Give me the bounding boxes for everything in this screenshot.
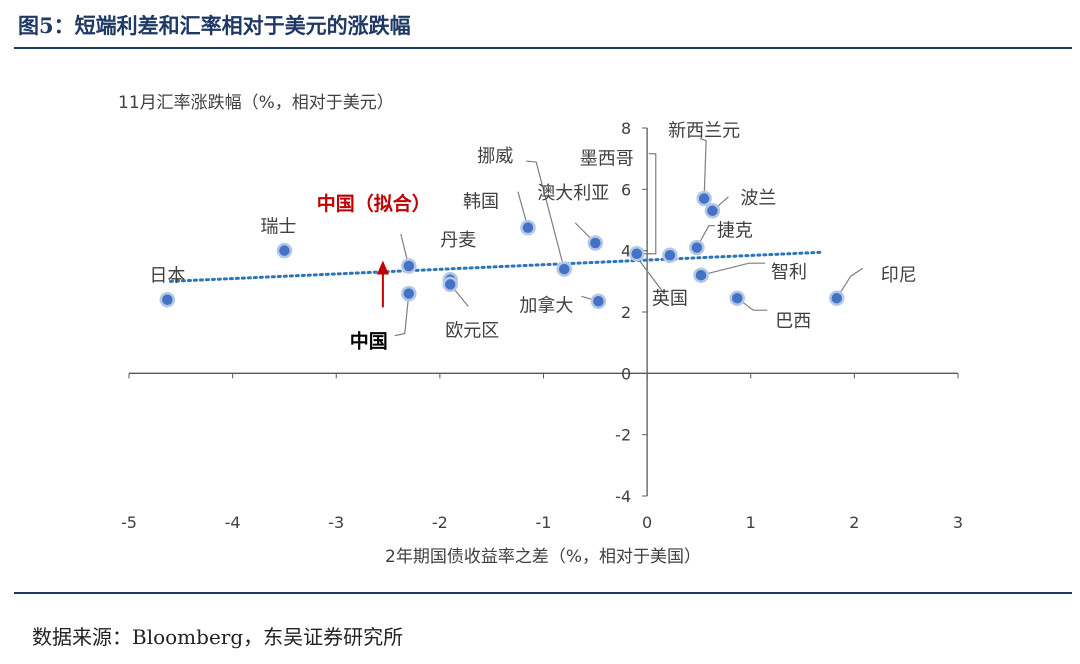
point-label: 英国 (652, 288, 688, 309)
point-label: 捷克 (717, 221, 753, 242)
source-note: 数据来源：Bloomberg，东吴证券研究所 (32, 625, 404, 649)
leader-line (699, 137, 707, 199)
data-point (159, 291, 176, 308)
data-point (693, 267, 709, 283)
y-tick-label: 8 (621, 119, 631, 138)
point-label: 印尼 (881, 265, 917, 286)
x-tick-label: 3 (953, 513, 963, 532)
point-label: 墨西哥 (580, 149, 634, 170)
axes: -5 -4 -3 -2 -1 0 1 2 3 -4 -2 0 2 4 6 8 (121, 119, 963, 532)
data-point (662, 247, 678, 264)
data-point (729, 290, 746, 306)
data-point (556, 261, 572, 277)
scatter-chart: 11月汇率涨跌幅（%，相对于美元） 2年期国债收益率之差（%，相对于美国） -5… (118, 93, 963, 567)
footer-rule (14, 592, 1072, 594)
y-tick-label: 6 (621, 180, 631, 199)
trendline-group (168, 250, 825, 283)
y-tick-label: -4 (615, 487, 631, 506)
x-tick-label: 2 (849, 513, 859, 532)
leader-line (636, 256, 665, 294)
x-tick-label: -1 (536, 513, 552, 532)
figure-title: 图5：短端利差和汇率相对于美元的涨跌幅 (18, 13, 411, 38)
data-points (159, 190, 845, 310)
point-label: 波兰 (740, 188, 776, 209)
annotation-arrow-group (376, 260, 389, 308)
data-point (704, 203, 721, 219)
y-tick-label: 0 (621, 364, 631, 383)
point-label: 欧元区 (445, 320, 499, 341)
x-tick-label: 0 (642, 513, 652, 532)
leader-line (696, 225, 715, 248)
data-point (696, 190, 712, 207)
trendline (168, 250, 825, 283)
point-label: 瑞士 (260, 217, 296, 238)
leader-line (526, 160, 565, 270)
point-label: 巴西 (775, 311, 811, 332)
x-tick-label: -2 (432, 513, 448, 532)
y-tick-label: 4 (621, 242, 631, 261)
data-point (276, 242, 293, 259)
y-tick-label: 2 (621, 303, 631, 322)
point-label: 日本 (149, 266, 185, 287)
leader-line (700, 262, 766, 276)
data-point (401, 258, 417, 274)
point-label: 韩国 (463, 192, 499, 213)
x-tick-label: -3 (328, 513, 344, 532)
point-label: 智利 (771, 262, 807, 283)
data-point (520, 219, 536, 236)
y-tick-label: -2 (615, 426, 631, 445)
y-axis-title: 11月汇率涨跌幅（%，相对于美元） (118, 93, 394, 113)
leader-line (836, 267, 864, 299)
leader-line (636, 153, 657, 255)
x-tick-label: -5 (121, 513, 137, 532)
x-tick-label: -4 (225, 513, 241, 532)
point-label: 加拿大 (519, 294, 573, 316)
data-point (401, 285, 417, 302)
x-axis-title: 2年期国债收益率之差（%，相对于美国） (385, 547, 701, 567)
data-point (689, 239, 705, 256)
point-label: 新西兰元 (668, 121, 740, 142)
point-label: 挪威 (477, 146, 513, 167)
data-point (587, 235, 604, 251)
data-point (590, 293, 607, 310)
data-point (629, 245, 645, 262)
title-rule (14, 47, 1072, 49)
leader-line (394, 293, 410, 337)
data-point (442, 276, 458, 293)
point-label: 中国（拟合） (317, 192, 431, 215)
annotation-arrow-head (376, 260, 389, 275)
point-label: 丹麦 (440, 230, 476, 251)
x-tick-label: 1 (746, 513, 756, 532)
data-point (829, 290, 845, 306)
point-label: 澳大利亚 (537, 183, 609, 204)
point-label: 中国 (350, 330, 388, 353)
